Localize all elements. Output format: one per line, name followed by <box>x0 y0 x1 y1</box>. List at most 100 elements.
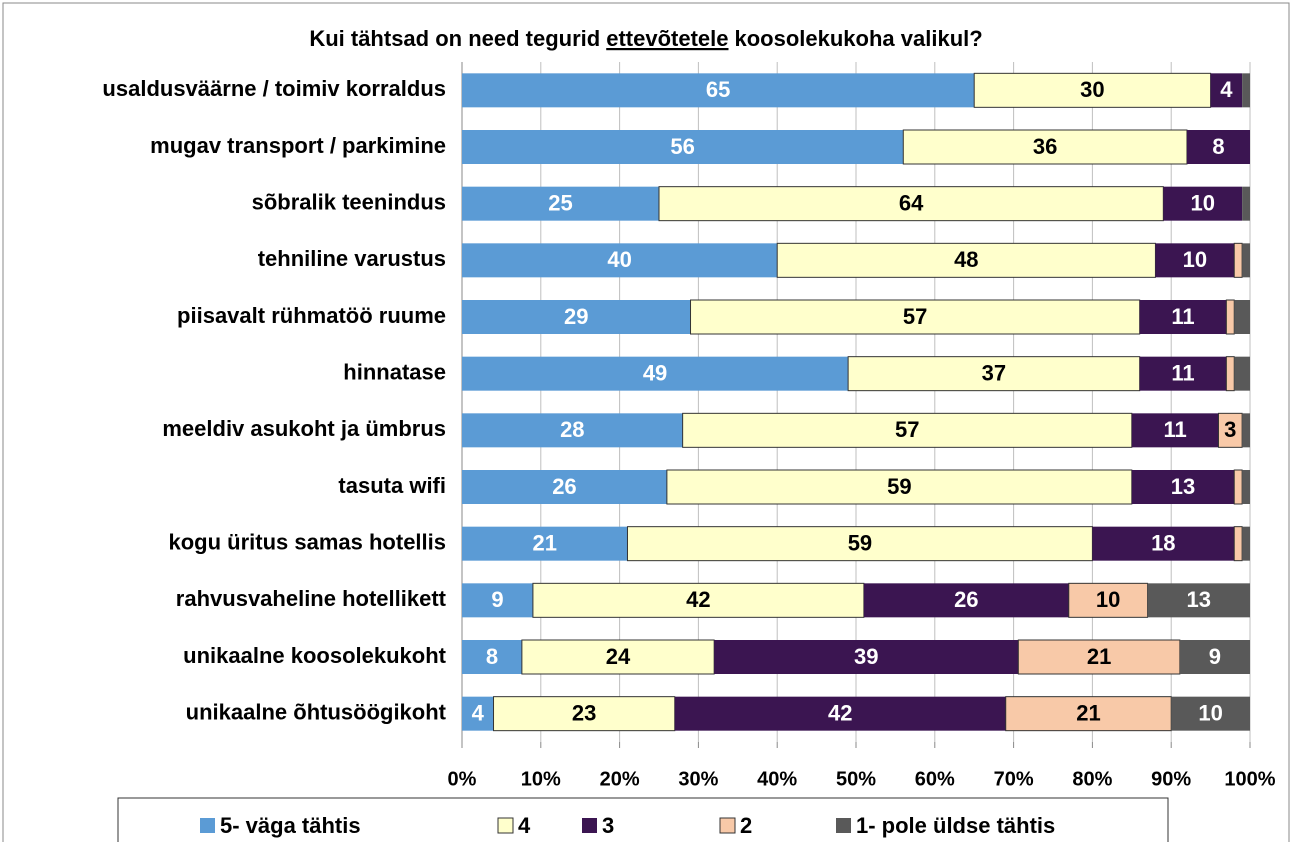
data-label: 10 <box>1190 190 1214 215</box>
bar-segment <box>1225 356 1235 392</box>
data-label: 29 <box>564 304 588 329</box>
data-label: 42 <box>686 587 710 612</box>
data-label: 18 <box>1151 530 1175 555</box>
data-label: 65 <box>706 77 730 102</box>
bar-segment <box>1171 696 1250 731</box>
bar-segment <box>902 129 1188 165</box>
bar-segment <box>1139 356 1227 391</box>
y-tick-label: mugav transport / parkimine <box>150 133 446 158</box>
data-label: 40 <box>607 247 631 272</box>
bar-segment <box>1242 186 1250 221</box>
data-label: 4 <box>1220 77 1233 102</box>
bar-segment <box>462 640 522 674</box>
bar-segment <box>776 242 1156 278</box>
bar-segment <box>1233 242 1243 278</box>
data-label: 11 <box>1164 417 1187 442</box>
y-tick-label: sõbralik teenindus <box>252 189 446 214</box>
bar-segment <box>462 243 778 278</box>
data-label: 26 <box>552 474 576 499</box>
bar-segment <box>462 526 628 561</box>
bar-segment <box>1139 300 1227 334</box>
bar-segment <box>1210 73 1243 108</box>
title-part: ettevõtetele <box>606 26 728 51</box>
y-tick-label: unikaalne koosolekukoht <box>183 643 447 668</box>
y-tick-label: tasuta wifi <box>338 473 446 498</box>
data-label: 10 <box>1198 700 1222 725</box>
bar-segment <box>1242 470 1250 504</box>
x-tick-label: 20% <box>600 768 640 790</box>
bar-segment <box>521 639 715 675</box>
y-tick-label: rahvusvaheline hotellikett <box>176 586 447 611</box>
data-label: 4 <box>472 700 485 725</box>
data-label: 25 <box>548 190 572 215</box>
bar-segment <box>462 470 667 504</box>
bar-segment <box>462 130 904 164</box>
legend-swatch <box>719 817 736 834</box>
y-tick-label: unikaalne õhtusöögikoht <box>186 699 447 724</box>
bar-segment <box>1092 526 1235 561</box>
bar-segment <box>674 696 1006 731</box>
data-label: 49 <box>643 360 667 385</box>
bar-segment <box>1242 243 1250 278</box>
legend-label: 5- väga tähtis <box>220 813 361 838</box>
x-tick-label: 50% <box>836 768 876 790</box>
y-tick-label: meeldiv asukoht ja ümbrus <box>162 416 446 441</box>
bar-segment <box>462 300 691 334</box>
bar-segment <box>658 186 1164 222</box>
x-tick-label: 90% <box>1151 768 1191 790</box>
data-label: 30 <box>1080 77 1104 102</box>
y-tick-label: usaldusväärne / toimiv korraldus <box>102 76 446 101</box>
x-tick-label: 100% <box>1224 768 1275 790</box>
bar-segment <box>462 73 975 108</box>
data-label: 36 <box>1033 134 1057 159</box>
legend-label: 3 <box>602 813 614 838</box>
data-label: 39 <box>854 644 878 669</box>
bar-segment <box>847 356 1141 392</box>
data-label: 59 <box>887 474 911 499</box>
x-tick-label: 60% <box>915 768 955 790</box>
legend-label: 1- pole üldse tähtis <box>856 813 1055 838</box>
data-label: 59 <box>848 530 872 555</box>
bar-segment <box>1131 413 1219 448</box>
data-label: 10 <box>1183 247 1207 272</box>
data-label: 3 <box>1224 417 1236 442</box>
legend-label: 4 <box>518 813 531 838</box>
legend-swatch <box>497 817 514 834</box>
bar-segment <box>462 356 849 391</box>
bar-segment <box>666 469 1133 505</box>
data-label: 28 <box>560 417 584 442</box>
bar-segment <box>1233 469 1243 505</box>
data-label: 13 <box>1171 474 1195 499</box>
bar-segment <box>1242 526 1250 561</box>
bar-segment <box>863 583 1069 618</box>
y-tick-label: piisavalt rühmatöö ruume <box>177 303 446 328</box>
data-label: 57 <box>895 417 919 442</box>
data-label: 8 <box>1212 134 1224 159</box>
bar-segment <box>1234 300 1250 334</box>
bar-segment <box>1005 696 1172 732</box>
bar-segment <box>1242 413 1250 448</box>
title-part: Kui tähtsad on need tegurid <box>309 26 600 51</box>
bar-segment <box>1186 130 1250 164</box>
bar-segment <box>532 582 865 618</box>
bar-segment <box>462 696 494 731</box>
bar-segment <box>462 413 683 448</box>
x-tick-label: 80% <box>1072 768 1112 790</box>
y-tick-label: kogu üritus samas hotellis <box>168 529 446 554</box>
bar-segment <box>1242 73 1250 108</box>
data-label: 26 <box>954 587 978 612</box>
data-label: 11 <box>1171 304 1194 329</box>
bar-segment <box>1234 356 1250 391</box>
data-label: 23 <box>572 700 596 725</box>
x-tick-label: 70% <box>994 768 1034 790</box>
bar-segment <box>1179 640 1250 674</box>
data-label: 9 <box>1209 644 1221 669</box>
data-label: 21 <box>532 530 556 555</box>
data-label: 37 <box>982 360 1006 385</box>
legend-label: 2 <box>740 813 752 838</box>
bar-segment <box>462 583 533 618</box>
legend-swatch <box>200 818 215 833</box>
x-tick-label: 0% <box>448 768 477 790</box>
x-tick-label: 30% <box>678 768 718 790</box>
